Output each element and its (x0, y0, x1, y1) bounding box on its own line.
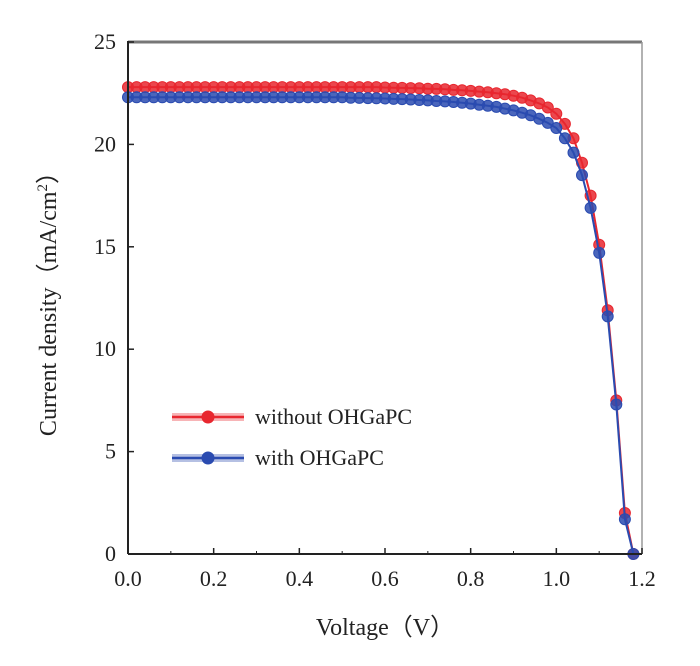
axis-layer: 0.0 0.2 0.4 0.6 0.8 1.0 1.2 0 5 10 15 20 25 (94, 29, 656, 591)
data-point (593, 246, 606, 259)
legend-swatch-marker (201, 451, 215, 465)
data-point (618, 513, 631, 526)
y-axis-title-end: ） (36, 160, 62, 184)
x-tick-label: 1.0 (543, 566, 571, 591)
y-tick-label: 25 (94, 29, 116, 54)
x-tick-label: 0.0 (114, 566, 142, 591)
y-axis-title-sup: 2 (35, 184, 51, 192)
x-axis-title: Voltage（V） (316, 615, 454, 641)
x-tick-label: 0.4 (286, 566, 314, 591)
x-tick-label: 0.2 (200, 566, 228, 591)
data-point (576, 169, 588, 182)
y-tick-label: 20 (94, 131, 116, 156)
legend-entry: with OHGaPC (172, 445, 384, 470)
data-point (601, 310, 614, 323)
y-axis-title-main: Current density（mA/cm (36, 191, 62, 436)
legend-swatch-marker (201, 410, 215, 424)
legend-label: with OHGaPC (255, 445, 384, 470)
data-point (584, 201, 597, 214)
y-tick-label: 10 (94, 336, 116, 361)
y-tick-label: 15 (94, 234, 116, 259)
data-point (567, 146, 580, 159)
y-axis-title: Current density（mA/cm2） (35, 160, 62, 436)
data-point (610, 398, 623, 411)
legend: without OHGaPC with OHGaPC (172, 404, 412, 470)
y-tick-label: 0 (105, 541, 116, 566)
x-tick-label: 0.8 (457, 566, 485, 591)
series-2 (122, 91, 640, 560)
x-tick-label: 1.2 (628, 566, 656, 591)
data-point (558, 132, 571, 145)
series-layer (122, 81, 640, 560)
legend-label: without OHGaPC (255, 404, 412, 429)
x-tick-label: 0.6 (371, 566, 399, 591)
data-point (550, 122, 563, 134)
data-point (541, 101, 554, 114)
data-point (550, 107, 563, 120)
y-tick-label: 5 (105, 439, 116, 464)
legend-entry: without OHGaPC (172, 404, 412, 429)
